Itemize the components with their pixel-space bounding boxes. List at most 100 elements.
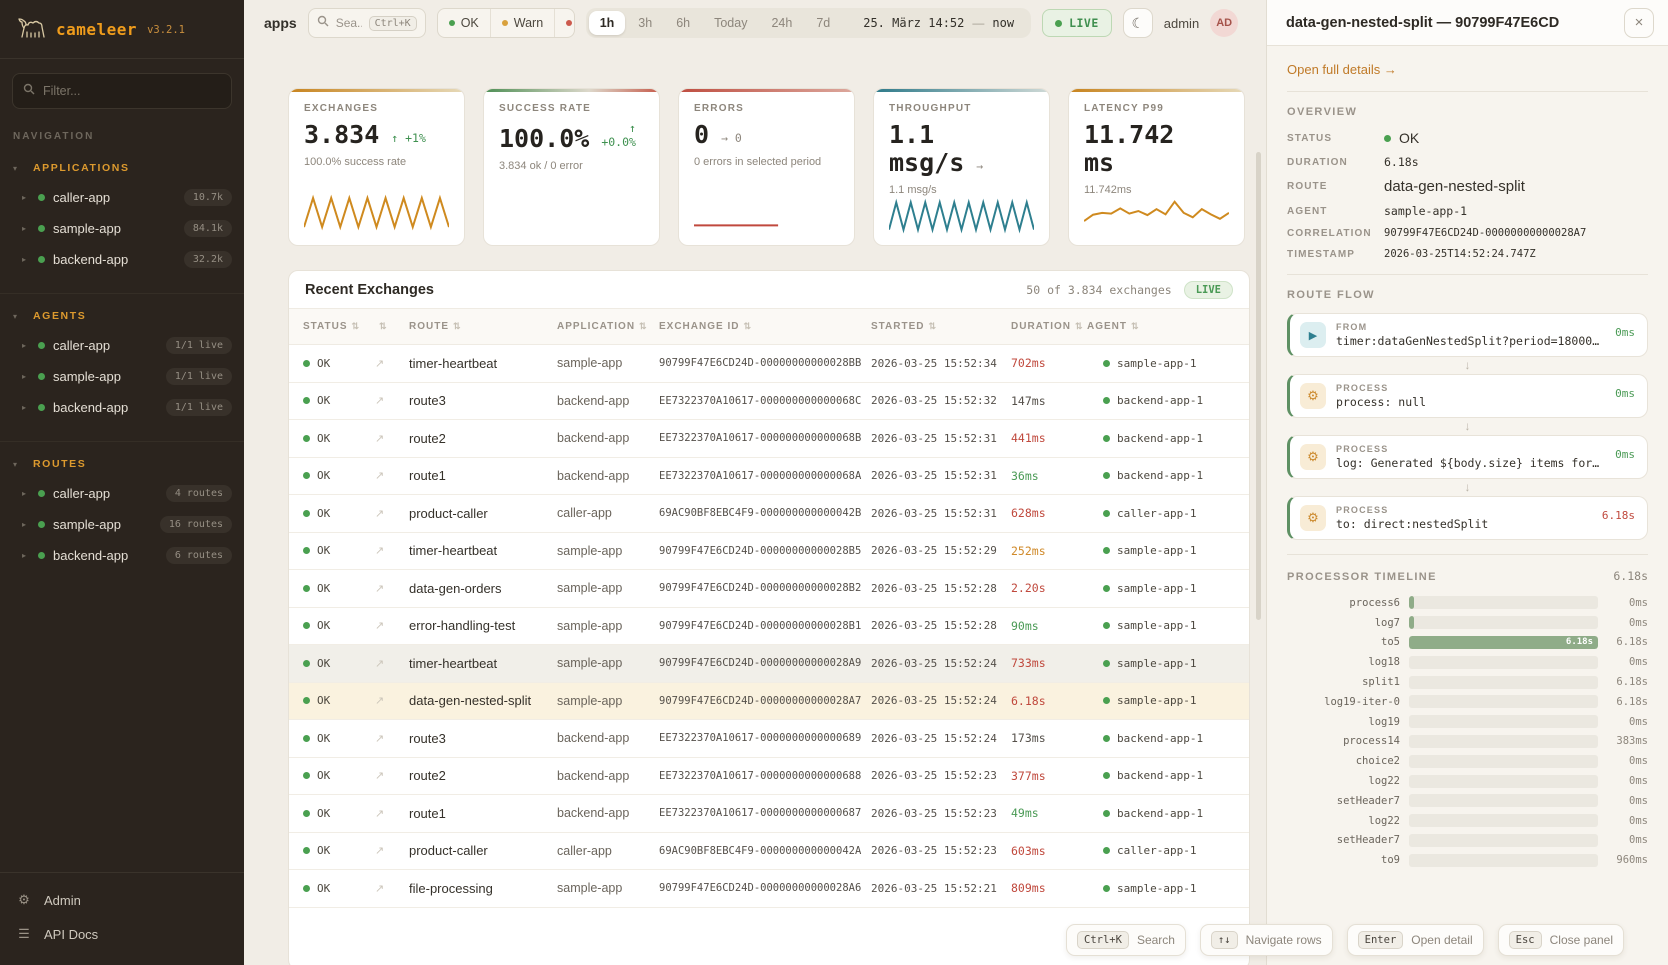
column-header-status[interactable]: STATUS ⇅ [303, 321, 375, 332]
column-header-route[interactable]: ROUTE ⇅ [409, 321, 557, 332]
table-row[interactable]: OK ↗ product-caller caller-app 69AC90BF8EBC4… [289, 495, 1249, 533]
column-header-link[interactable]: ⇅ [375, 321, 409, 332]
sidebar-section-applications: ▾ APPLICATIONS ▸ caller-app 10.7k ▸ sample-app… [0, 146, 244, 287]
timeline-processor-name: to5 [1381, 636, 1400, 649]
table-row[interactable]: OK ↗ route3 backend-app EE7322370A10617-0000… [289, 720, 1249, 758]
stat-card-throughput: THROUGHPUT 1.1 msg/s → 1.1 msg/s [873, 88, 1050, 246]
timeline-bar-track [1409, 774, 1598, 788]
row-duration-cell: 441ms [1011, 431, 1046, 446]
external-link-icon[interactable]: ↗ [375, 582, 385, 595]
timeline-processor-name: setHeader7 [1336, 834, 1400, 847]
stat-subtext: 11.742ms [1084, 184, 1132, 196]
external-link-icon[interactable]: ↗ [375, 357, 385, 370]
shortcut-label: Navigate rows [1245, 933, 1322, 947]
row-started-cell: 2026-03-25 15:52:24 [871, 656, 997, 670]
table-row[interactable]: OK ↗ product-caller caller-app 69AC90BF8EBC4… [289, 833, 1249, 870]
overview-row-timestamp: TIMESTAMP 2026-03-25T14:52:24.747Z [1287, 248, 1648, 260]
close-panel-button[interactable]: × [1624, 7, 1654, 38]
column-header-started[interactable]: STARTED ⇅ [871, 321, 1011, 332]
table-row[interactable]: OK ↗ data-gen-nested-split sample-app 90799F… [289, 682, 1249, 720]
range-button-today[interactable]: Today [714, 16, 748, 30]
external-link-icon[interactable]: ↗ [375, 845, 385, 858]
table-row[interactable]: OK ↗ route2 backend-app EE7322370A10617-0000… [289, 420, 1249, 458]
status-filter-warn[interactable]: Warn [491, 9, 556, 37]
row-exchange-id-cell: EE7322370A10617-000000000000068A [659, 469, 862, 482]
timeline-processor-name: process14 [1343, 735, 1400, 748]
sidebar-item-sample-app[interactable]: ▸ sample-app 84.1k [0, 213, 244, 244]
row-started-cell: 2026-03-25 15:52:31 [871, 431, 997, 445]
table-row[interactable]: OK ↗ data-gen-orders sample-app 90799F47E6CD… [289, 570, 1249, 608]
status-label: OK [317, 806, 331, 820]
sidebar-item-backend-app[interactable]: ▸ backend-app 6 routes [0, 540, 244, 571]
range-button-1h[interactable]: 1h [588, 11, 626, 35]
flow-step-from[interactable]: ▶ FROM timer:dataGenNestedSplit?period=180… [1287, 313, 1648, 357]
flow-step-process[interactable]: ⚙ PROCESS to: direct:nestedSplit 6.18s [1287, 496, 1648, 540]
sidebar-filter-input[interactable]: Filter... [12, 73, 232, 109]
main-scrollbar[interactable] [1256, 152, 1261, 620]
sidebar-item-api-docs[interactable]: ☰ API Docs [0, 917, 244, 951]
sidebar-item-caller-app[interactable]: ▸ caller-app 1/1 live [0, 330, 244, 361]
sidebar-item-sample-app[interactable]: ▸ sample-app 1/1 live [0, 361, 244, 392]
date-range-display[interactable]: 25. März 14:52 — now [843, 16, 1028, 30]
range-button-6h[interactable]: 6h [676, 16, 691, 30]
external-link-icon[interactable]: ↗ [375, 470, 385, 483]
column-header-duration[interactable]: DURATION ⇅ [1011, 321, 1087, 332]
external-link-icon[interactable]: ↗ [375, 545, 385, 558]
external-link-icon[interactable]: ↗ [375, 807, 385, 820]
section-header-routes[interactable]: ▾ ROUTES [0, 452, 244, 478]
external-link-icon[interactable]: ↗ [375, 657, 385, 670]
overview-row-correlation: CORRELATION 90799F47E6CD24D-0000000000002… [1287, 227, 1648, 239]
range-button-7d[interactable]: 7d [816, 16, 831, 30]
column-header-exchange-id[interactable]: EXCHANGE ID ⇅ [659, 321, 871, 332]
section-header-applications[interactable]: ▾ APPLICATIONS [0, 156, 244, 182]
status-dot [303, 697, 310, 705]
sidebar-item-caller-app[interactable]: ▸ caller-app 10.7k [0, 182, 244, 213]
sidebar-item-badge: 1/1 live [165, 368, 232, 385]
row-started-cell: 2026-03-25 15:52:24 [871, 731, 997, 745]
external-link-icon[interactable]: ↗ [375, 620, 385, 633]
live-toggle-button[interactable]: LIVE [1042, 9, 1112, 37]
row-application-cell: sample-app [557, 581, 623, 596]
table-row[interactable]: OK ↗ route1 backend-app EE7322370A10617-0000… [289, 458, 1249, 495]
dark-mode-toggle[interactable]: ☾ [1122, 8, 1153, 38]
external-link-icon[interactable]: ↗ [375, 695, 385, 708]
range-button-24h[interactable]: 24h [771, 16, 793, 30]
external-link-icon[interactable]: ↗ [375, 432, 385, 445]
row-agent-cell: backend-app-1 [1087, 469, 1249, 482]
sort-icon: ⇅ [1131, 321, 1140, 331]
table-row[interactable]: OK ↗ route2 backend-app EE7322370A10617-0000… [289, 758, 1249, 795]
flow-step-process[interactable]: ⚙ PROCESS log: Generated ${body.size} item… [1287, 435, 1648, 479]
search-input[interactable]: Sea... Ctrl+K [307, 8, 426, 38]
external-link-icon[interactable]: ↗ [375, 507, 385, 520]
table-row[interactable]: OK ↗ timer-heartbeat sample-app 90799F47E6CD… [289, 645, 1249, 683]
avatar[interactable]: AD [1210, 9, 1239, 37]
timeline-bar-fill: 6.18s [1409, 635, 1598, 649]
section-label: AGENTS [33, 310, 87, 322]
status-filter-err[interactable]: Err [555, 9, 574, 37]
table-row[interactable]: OK ↗ file-processing sample-app 90799F47E6CD… [289, 870, 1249, 908]
table-row[interactable]: OK ↗ route3 backend-app EE7322370A10617-0000… [289, 383, 1249, 420]
sort-icon: ⇅ [351, 321, 361, 331]
sidebar-sections: ▾ APPLICATIONS ▸ caller-app 10.7k ▸ sample-app… [0, 146, 244, 583]
sidebar-item-sample-app[interactable]: ▸ sample-app 16 routes [0, 509, 244, 540]
column-header-agent[interactable]: AGENT ⇅ [1087, 321, 1249, 332]
table-row[interactable]: OK ↗ timer-heartbeat sample-app 90799F47E6CD… [289, 345, 1249, 383]
status-filter-ok[interactable]: OK [438, 9, 491, 37]
section-header-agents[interactable]: ▾ AGENTS [0, 304, 244, 330]
table-row[interactable]: OK ↗ route1 backend-app EE7322370A10617-0000… [289, 795, 1249, 833]
open-full-details-link[interactable]: Open full details → [1287, 62, 1397, 77]
date-to: now [992, 16, 1015, 30]
sidebar-item-admin[interactable]: ⚙ Admin [0, 883, 244, 917]
range-button-3h[interactable]: 3h [638, 16, 653, 30]
sidebar-item-backend-app[interactable]: ▸ backend-app 1/1 live [0, 392, 244, 423]
external-link-icon[interactable]: ↗ [375, 770, 385, 783]
sidebar-item-backend-app[interactable]: ▸ backend-app 32.2k [0, 244, 244, 275]
external-link-icon[interactable]: ↗ [375, 882, 385, 895]
external-link-icon[interactable]: ↗ [375, 732, 385, 745]
flow-step-process[interactable]: ⚙ PROCESS process: null 0ms [1287, 374, 1648, 418]
sidebar-item-caller-app[interactable]: ▸ caller-app 4 routes [0, 478, 244, 509]
external-link-icon[interactable]: ↗ [375, 395, 385, 408]
table-row[interactable]: OK ↗ timer-heartbeat sample-app 90799F47E6CD… [289, 533, 1249, 570]
column-header-application[interactable]: APPLICATION ⇅ [557, 321, 659, 332]
table-row[interactable]: OK ↗ error-handling-test sample-app 90799F47… [289, 608, 1249, 645]
